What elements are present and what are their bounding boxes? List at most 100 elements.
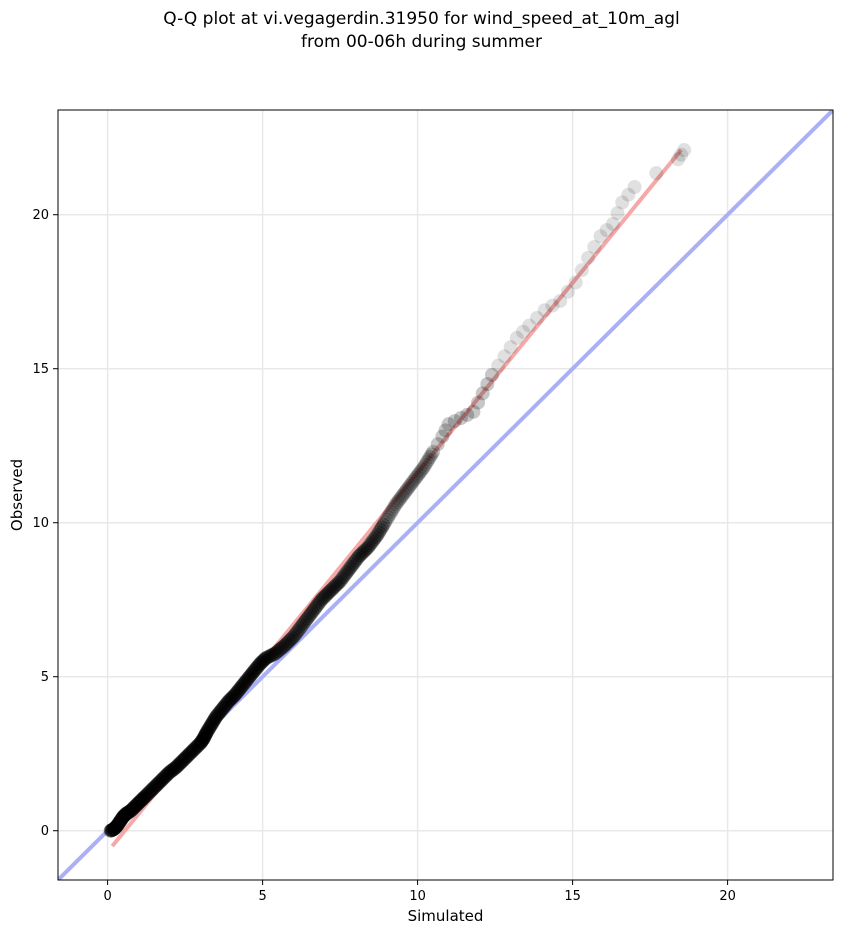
qq-point xyxy=(421,452,436,467)
qq-point xyxy=(460,407,475,422)
qq-point xyxy=(106,822,121,837)
qq-point xyxy=(205,716,220,731)
qq-point xyxy=(180,749,195,764)
qq-point xyxy=(393,491,408,506)
qq-point xyxy=(157,770,172,785)
qq-point xyxy=(182,747,197,762)
qq-point xyxy=(179,750,194,765)
qq-point xyxy=(183,746,198,761)
qq-point xyxy=(334,572,349,587)
qq-point xyxy=(112,815,127,830)
qq-point xyxy=(196,731,211,746)
qq-point xyxy=(225,690,240,705)
qq-point xyxy=(235,677,250,692)
qq-point xyxy=(126,801,141,816)
qq-point xyxy=(187,742,202,757)
qq-point xyxy=(130,796,145,811)
plot-frame xyxy=(57,109,834,881)
qq-point xyxy=(412,466,427,481)
qq-point xyxy=(615,195,630,210)
qq-point xyxy=(362,538,377,553)
chart-title: Q-Q plot at vi.vegagerdin.31950 for wind… xyxy=(163,9,680,29)
qq-point xyxy=(303,607,318,622)
qq-point xyxy=(560,284,575,299)
qq-point xyxy=(319,588,334,603)
qq-point xyxy=(381,510,396,525)
qq-point xyxy=(128,799,143,814)
qq-point xyxy=(345,557,360,572)
qq-point xyxy=(258,651,273,666)
qq-point xyxy=(286,629,301,644)
qq-point xyxy=(115,811,130,826)
chart-subtitle: from 00-06h during summer xyxy=(301,32,542,52)
qq-point xyxy=(325,581,340,596)
qq-point xyxy=(367,532,382,547)
qq-point xyxy=(359,541,374,556)
qq-point xyxy=(246,665,261,680)
qq-point xyxy=(320,586,335,601)
qq-point xyxy=(136,791,151,806)
qq-point xyxy=(206,714,220,729)
qq-point xyxy=(213,704,228,719)
qq-point xyxy=(454,411,468,425)
qq-point xyxy=(430,437,445,452)
qq-point xyxy=(170,758,185,773)
qq-point xyxy=(114,812,129,827)
qq-point xyxy=(104,823,119,838)
qq-point xyxy=(201,722,216,737)
qq-point xyxy=(677,143,692,158)
qq-point xyxy=(185,744,200,759)
qq-point xyxy=(299,613,313,628)
qq-point xyxy=(255,654,270,669)
qq-point xyxy=(150,777,165,792)
y-tick-label: 5 xyxy=(41,670,49,685)
qq-point xyxy=(337,568,352,583)
qq-point xyxy=(581,250,596,265)
qq-point xyxy=(188,741,203,756)
qq-point xyxy=(291,623,306,638)
qq-point xyxy=(424,447,439,462)
qq-point xyxy=(328,578,343,593)
qq-point xyxy=(378,515,393,530)
qq-point xyxy=(132,795,147,810)
qq-point xyxy=(203,718,218,733)
qq-point xyxy=(121,805,136,820)
qq-point xyxy=(418,457,433,472)
qq-point xyxy=(149,778,164,793)
qq-point xyxy=(167,761,182,776)
qq-point xyxy=(208,711,223,726)
qq-point xyxy=(212,705,227,720)
y-tick-label: 0 xyxy=(41,824,49,839)
qq-point xyxy=(401,480,416,495)
qq-point xyxy=(199,726,214,741)
qq-point xyxy=(610,206,625,221)
qq-point xyxy=(160,767,175,782)
qq-point xyxy=(509,330,524,345)
qq-point xyxy=(395,489,410,504)
qq-point xyxy=(300,611,315,626)
qq-point xyxy=(308,600,323,615)
qq-point xyxy=(214,703,229,718)
qq-point xyxy=(215,702,230,717)
qq-point xyxy=(115,810,130,825)
qq-point xyxy=(356,544,371,559)
qq-point xyxy=(368,530,383,545)
qq-point xyxy=(134,792,149,807)
qq-point xyxy=(441,417,456,432)
qq-point xyxy=(232,681,247,696)
qq-point xyxy=(234,679,249,694)
qq-point xyxy=(292,621,307,636)
qq-point xyxy=(223,692,238,707)
qq-point xyxy=(423,450,437,465)
qq-point xyxy=(503,340,518,355)
qq-point xyxy=(475,386,490,401)
qq-point xyxy=(426,444,441,459)
qq-point xyxy=(202,721,217,736)
qq-point xyxy=(333,574,348,589)
qq-point xyxy=(529,310,544,325)
qq-point xyxy=(419,455,434,470)
qq-point xyxy=(392,493,406,508)
qq-point xyxy=(109,819,124,834)
qq-point xyxy=(109,819,124,834)
qq-point xyxy=(627,180,642,194)
